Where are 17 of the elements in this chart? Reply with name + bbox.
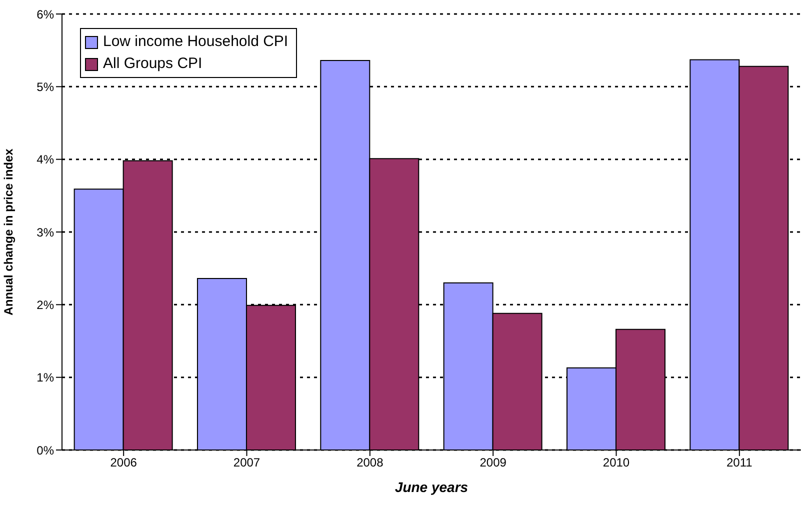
y-tick-label: 4% [36,152,54,167]
x-tick-label: 2006 [110,456,138,470]
x-tick-label: 2007 [233,456,260,470]
y-tick-label: 1% [36,370,54,385]
y-axis-title: Annual change in price index [1,148,16,316]
x-tick-label: 2008 [356,456,384,470]
legend-label: All Groups CPI [103,54,202,74]
y-tick-label: 3% [36,225,54,240]
y-tick-label: 0% [36,443,54,458]
x-tick-label: 2011 [726,456,753,470]
x-tick-label: 2009 [480,456,507,470]
y-tick-label: 2% [36,298,54,312]
y-tick-label: 6% [36,7,54,22]
y-tick-label: 5% [36,80,54,94]
legend-label: Low income Household CPI [103,32,288,52]
x-tick-label: 2010 [602,456,630,470]
x-axis-title: June years [394,479,468,495]
